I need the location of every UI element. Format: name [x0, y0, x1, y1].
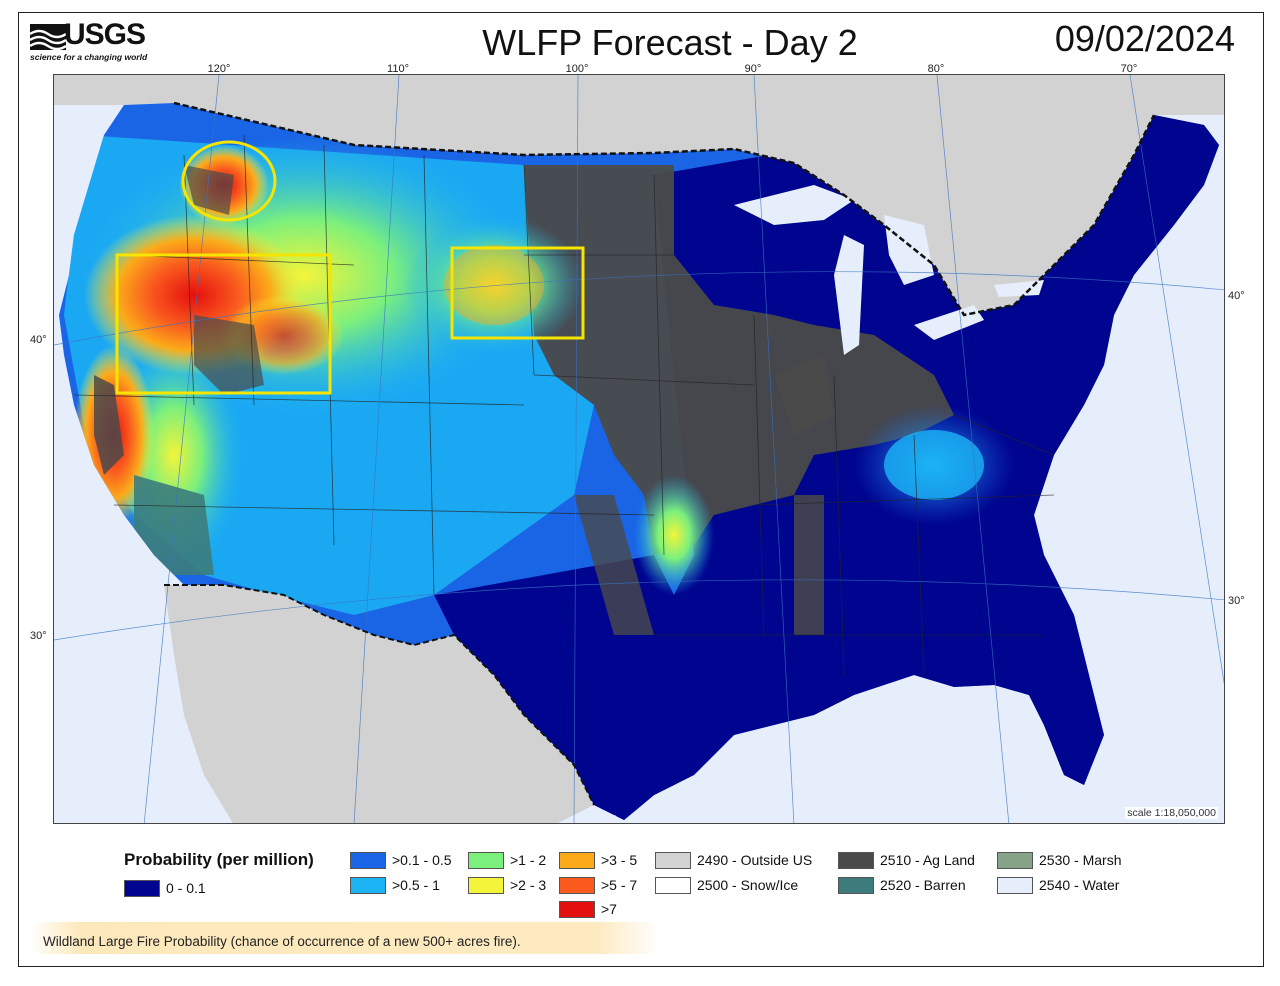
legend-item-outside-us: 2490 - Outside US	[655, 851, 812, 869]
legend-swatch	[838, 851, 874, 869]
lake-erie	[914, 305, 984, 340]
legend-item-2-3: >2 - 3	[468, 876, 546, 894]
legend-swatch	[997, 851, 1033, 869]
longitude-label-100: 100°	[565, 63, 589, 75]
legend-swatch	[350, 876, 386, 894]
legend-label: >0.1 - 0.5	[392, 852, 452, 868]
legend-item-ag-land: 2510 - Ag Land	[838, 851, 975, 869]
legend-swatch	[559, 851, 595, 869]
legend-item-0-0.1: 0 - 0.1	[124, 879, 206, 897]
legend-label: >7	[601, 901, 617, 917]
usgs-wave-icon	[30, 24, 66, 50]
longitude-label-90: 90°	[744, 63, 762, 75]
lake-huron	[884, 215, 934, 285]
legend-label: 2490 - Outside US	[697, 852, 813, 868]
highlight-circle-northwest[interactable]	[181, 140, 277, 222]
latitude-label-30-left: 30°	[30, 630, 47, 642]
legend-label: >2 - 3	[510, 877, 547, 893]
legend-item-1-2: >1 - 2	[468, 851, 546, 869]
legend-swatch	[468, 851, 504, 869]
legend-swatch	[838, 876, 874, 894]
lake-ontario	[994, 280, 1044, 297]
legend-item-water: 2540 - Water	[997, 876, 1119, 894]
legend-swatch	[124, 879, 160, 897]
legend-label: >5 - 7	[601, 877, 638, 893]
highlight-rect-black-hills[interactable]	[450, 246, 585, 340]
longitude-label-120: 120°	[207, 63, 231, 75]
canada-landmass	[54, 75, 1224, 315]
usgs-logo: USGS science for a changing world	[30, 18, 150, 66]
legend-label: >1 - 2	[510, 852, 547, 868]
graticule	[54, 75, 1224, 823]
map-caption: Wildland Large Fire Probability (chance …	[43, 934, 521, 949]
legend-label: 2530 - Marsh	[1039, 852, 1122, 868]
forecast-date: 09/02/2024	[1054, 18, 1235, 59]
legend-item-0.1-0.5: >0.1 - 0.5	[350, 851, 452, 869]
lake-michigan	[834, 235, 864, 355]
legend-item-0.5-1: >0.5 - 1	[350, 876, 440, 894]
legend-swatch	[997, 876, 1033, 894]
legend-label: 2520 - Barren	[880, 877, 966, 893]
mexico-landmass	[164, 585, 594, 823]
caption-highlight	[30, 922, 660, 954]
us-canada-border	[173, 101, 1156, 317]
map-scale: scale 1:18,050,000	[1125, 807, 1218, 819]
legend-label: >0.5 - 1	[392, 877, 440, 893]
legend-item-3-5: >3 - 5	[559, 851, 637, 869]
legend-label: >3 - 5	[601, 852, 638, 868]
legend-item-barren: 2520 - Barren	[838, 876, 966, 894]
longitude-label-80: 80°	[927, 63, 945, 75]
fire-highlights	[115, 140, 585, 395]
state-boundaries	[73, 134, 1055, 676]
latitude-label-40-left: 40°	[30, 334, 47, 346]
legend-item-5-7: >5 - 7	[559, 876, 637, 894]
longitude-label-70: 70°	[1120, 63, 1138, 75]
legend-label: 2540 - Water	[1039, 877, 1120, 893]
lake-superior	[734, 185, 854, 225]
legend-title: Probability (per million)	[124, 850, 314, 869]
legend-label: 2510 - Ag Land	[880, 852, 975, 868]
forecast-map[interactable]: scale 1:18,050,000	[53, 74, 1225, 824]
page-title: WLFP Forecast - Day 2	[482, 22, 858, 63]
legend-item-marsh: 2530 - Marsh	[997, 851, 1121, 869]
us-mexico-border	[164, 584, 595, 806]
legend-label: 0 - 0.1	[166, 880, 206, 896]
legend-swatch	[655, 851, 691, 869]
legend-item-7-plus: >7	[559, 900, 617, 918]
legend-swatch	[655, 876, 691, 894]
highlight-rect-great-basin[interactable]	[115, 253, 332, 395]
legend-label: 2500 - Snow/Ice	[697, 877, 799, 893]
logo-text: USGS	[64, 18, 146, 51]
legend-swatch	[559, 900, 595, 918]
logo-tagline: science for a changing world	[30, 52, 148, 62]
legend-swatch	[350, 851, 386, 869]
longitude-label-110: 110°	[387, 63, 409, 75]
map-canvas	[54, 75, 1224, 823]
legend-swatch	[468, 876, 504, 894]
legend-swatch	[559, 876, 595, 894]
latitude-label-30-right: 30°	[1228, 595, 1245, 607]
legend-item-snow-ice: 2500 - Snow/Ice	[655, 876, 798, 894]
latitude-label-40-right: 40°	[1228, 290, 1245, 302]
